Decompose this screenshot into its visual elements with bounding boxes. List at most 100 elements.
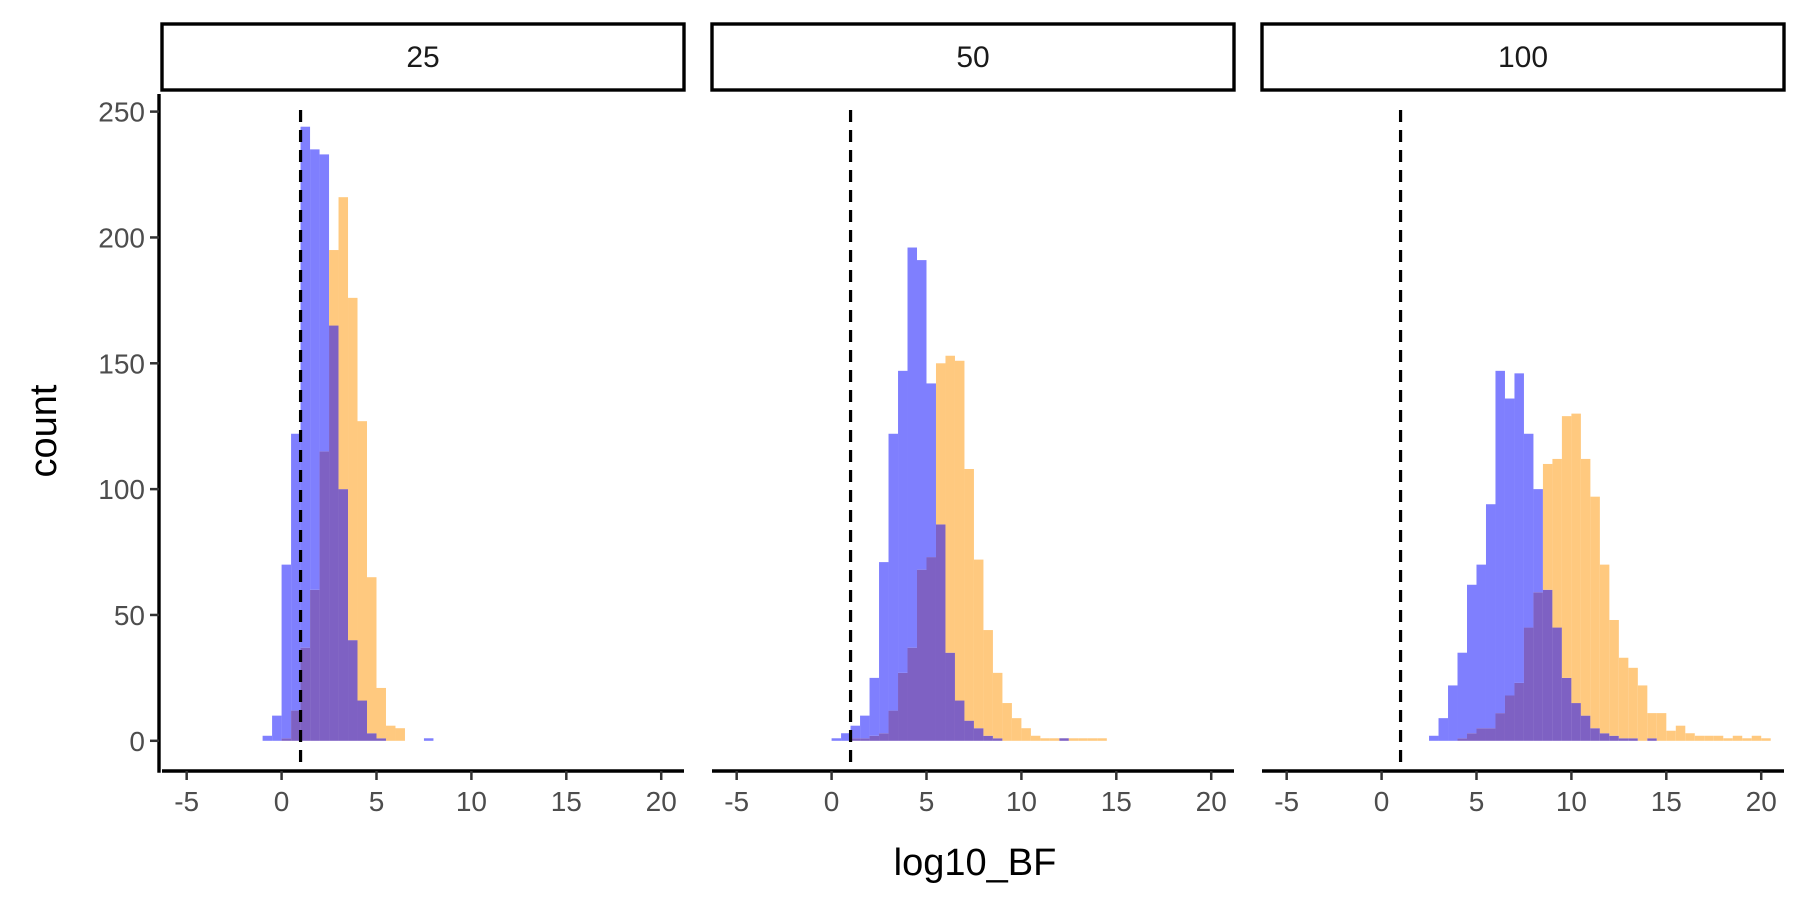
x-tick-label: 15	[551, 786, 582, 817]
bar-orange	[1599, 564, 1610, 734]
bar-blue	[1485, 504, 1496, 729]
bar-blue	[879, 562, 889, 734]
bar-overlap	[1533, 592, 1543, 741]
panel-3: 100 -5 0 5 10 15 20	[1260, 22, 1786, 817]
bar-overlap	[879, 733, 889, 741]
bar-orange	[1078, 738, 1088, 741]
x-tick-label: 15	[1101, 786, 1132, 817]
y-tick-label: 250	[98, 97, 145, 128]
bar-blue	[850, 725, 861, 739]
bar-overlap	[376, 738, 386, 741]
x-axis-3: -5 0 5 10 15 20	[1262, 769, 1784, 817]
x-axis-1: -5 0 5 10 15 20	[162, 769, 684, 817]
bar-orange	[1761, 738, 1771, 741]
bar-overlap	[357, 700, 368, 741]
x-tick-label: 15	[1651, 786, 1682, 817]
bar-blue	[841, 733, 851, 741]
bar-overlap	[945, 652, 955, 741]
bar-overlap	[964, 720, 974, 741]
bar-orange	[367, 577, 377, 734]
bar-orange	[983, 630, 993, 736]
bar-overlap	[1059, 738, 1069, 741]
bar-orange	[1002, 703, 1012, 741]
strip-label-3: 100	[1498, 41, 1548, 74]
bar-overlap	[1561, 677, 1572, 741]
x-tick-label: 10	[1006, 786, 1037, 817]
x-tick-label: -5	[174, 786, 199, 817]
bar-orange	[1030, 735, 1041, 741]
x-tick-label: 0	[1374, 786, 1390, 817]
y-tick-label: 100	[98, 474, 145, 505]
bar-overlap	[1504, 695, 1515, 741]
bar-overlap	[860, 738, 870, 741]
bar-blue	[1438, 718, 1449, 741]
bar-overlap	[1628, 738, 1638, 741]
histogram-bars-1	[262, 110, 434, 771]
bar-blue	[262, 735, 273, 741]
bar-overlap	[992, 738, 1003, 741]
bar-orange	[964, 468, 974, 721]
bar-overlap	[367, 733, 377, 741]
y-tick-label: 150	[98, 348, 145, 379]
x-axis-2: -5 0 5 10 15 20	[712, 769, 1234, 817]
bar-orange	[348, 297, 358, 641]
bar-orange	[1618, 657, 1629, 739]
bar-blue	[1457, 652, 1468, 739]
x-axis-title: log10_BF	[894, 842, 1057, 884]
bar-overlap	[973, 728, 984, 741]
bar-orange	[973, 559, 984, 729]
bar-orange	[329, 250, 339, 326]
bar-overlap	[319, 451, 330, 741]
bar-blue	[1476, 564, 1486, 729]
histogram-bars-3	[1398, 110, 1771, 771]
bar-blue	[1514, 373, 1524, 683]
bar-orange	[1011, 718, 1022, 741]
bar-blue	[310, 149, 320, 590]
bar-orange	[1732, 735, 1743, 741]
bar-overlap	[888, 710, 899, 741]
bar-blue	[423, 738, 434, 741]
bar-overlap	[1599, 733, 1610, 741]
bar-orange	[1097, 738, 1107, 741]
bar-orange	[1609, 619, 1619, 736]
bar-overlap	[310, 589, 320, 741]
panel-2: 50 -5 0 5 10 15 20	[710, 22, 1236, 817]
bar-overlap	[1495, 713, 1505, 741]
bar-overlap	[954, 700, 965, 741]
bar-blue	[319, 154, 330, 452]
bar-orange	[992, 672, 1003, 739]
x-tick-label: 0	[824, 786, 840, 817]
bar-orange	[954, 360, 965, 701]
bar-orange	[1571, 413, 1581, 704]
bar-blue	[898, 370, 908, 673]
strip-label-1: 25	[406, 41, 439, 74]
x-tick-label: 5	[919, 786, 935, 817]
panel-1: 25 -5 0 5 10 15 20	[160, 22, 686, 817]
bar-overlap	[1542, 589, 1553, 741]
bar-blue	[1504, 398, 1515, 696]
bar-orange	[1590, 496, 1600, 729]
bar-overlap	[926, 557, 936, 741]
bar-overlap	[281, 738, 292, 741]
bar-blue	[926, 383, 936, 558]
bar-orange	[376, 687, 386, 739]
y-tick-label: 50	[114, 600, 145, 631]
strip-label-2: 50	[956, 41, 989, 74]
bar-orange	[1723, 738, 1733, 741]
bar-overlap	[935, 524, 946, 741]
bar-orange	[1049, 738, 1060, 741]
bar-orange	[1637, 685, 1648, 741]
strip-1	[160, 22, 686, 92]
bar-overlap	[1609, 735, 1619, 741]
bar-orange	[1666, 730, 1676, 741]
bar-orange	[1656, 713, 1667, 741]
bar-orange	[945, 355, 955, 653]
bar-blue	[1429, 735, 1439, 741]
x-tick-label: 0	[274, 786, 290, 817]
bar-overlap	[1457, 738, 1468, 741]
bar-orange	[1704, 735, 1714, 741]
bar-blue	[860, 715, 870, 739]
bar-overlap	[1552, 627, 1562, 741]
bar-overlap	[1618, 738, 1629, 741]
